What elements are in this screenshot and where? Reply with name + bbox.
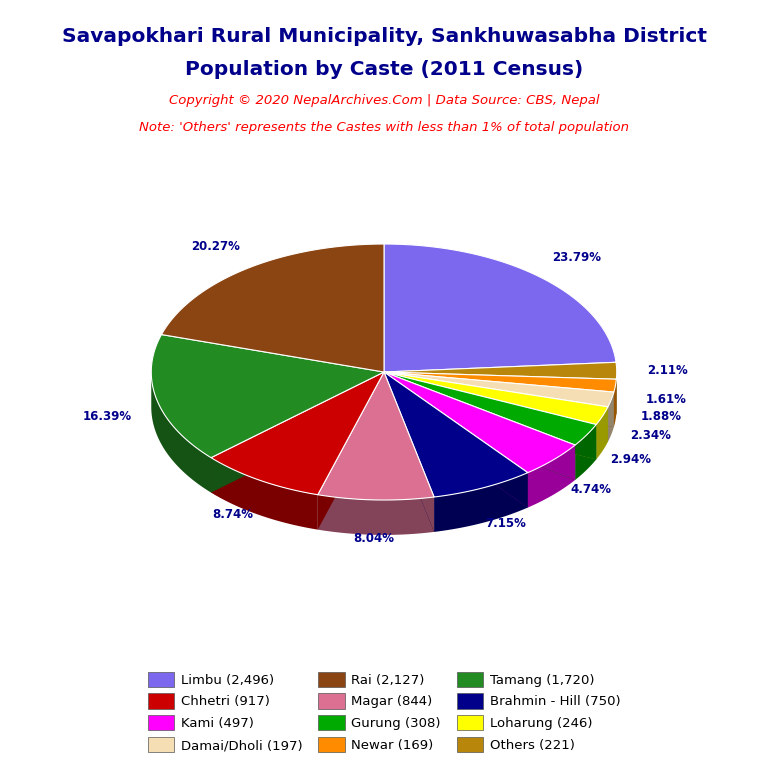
Polygon shape [151, 372, 211, 492]
Text: 2.34%: 2.34% [631, 429, 671, 442]
Polygon shape [384, 244, 616, 372]
Text: 20.27%: 20.27% [190, 240, 240, 253]
Polygon shape [384, 372, 575, 472]
Polygon shape [384, 372, 575, 480]
Polygon shape [384, 372, 575, 480]
Polygon shape [384, 372, 614, 427]
Polygon shape [528, 445, 575, 508]
Polygon shape [384, 372, 596, 459]
Polygon shape [575, 425, 596, 480]
Polygon shape [384, 372, 528, 508]
Polygon shape [211, 458, 318, 530]
Polygon shape [151, 335, 384, 458]
Text: 8.04%: 8.04% [353, 532, 394, 545]
Text: 8.74%: 8.74% [212, 508, 253, 521]
Polygon shape [384, 372, 434, 532]
Polygon shape [161, 244, 384, 372]
Polygon shape [384, 372, 596, 445]
Polygon shape [318, 372, 384, 530]
Legend: Limbu (2,496), Chhetri (917), Kami (497), Damai/Dholi (197), Rai (2,127), Magar : Limbu (2,496), Chhetri (917), Kami (497)… [143, 667, 625, 757]
Polygon shape [596, 407, 608, 459]
Polygon shape [211, 372, 384, 492]
Text: 1.61%: 1.61% [646, 392, 687, 406]
Polygon shape [318, 372, 434, 500]
Polygon shape [384, 372, 528, 497]
Text: 23.79%: 23.79% [552, 251, 601, 264]
Polygon shape [608, 392, 614, 442]
Text: 1.88%: 1.88% [641, 409, 682, 422]
Text: 2.11%: 2.11% [647, 364, 688, 377]
Polygon shape [384, 372, 614, 427]
Text: 4.74%: 4.74% [570, 483, 611, 496]
Polygon shape [614, 379, 617, 427]
Polygon shape [318, 372, 384, 530]
Text: 7.15%: 7.15% [485, 517, 526, 530]
Polygon shape [384, 372, 434, 532]
Polygon shape [384, 372, 608, 425]
Polygon shape [384, 372, 608, 442]
Polygon shape [211, 372, 384, 495]
Text: 2.94%: 2.94% [611, 453, 651, 466]
Polygon shape [384, 372, 608, 442]
Polygon shape [384, 372, 617, 414]
Polygon shape [384, 372, 617, 392]
Polygon shape [384, 372, 614, 407]
Polygon shape [211, 372, 384, 492]
Polygon shape [384, 362, 617, 379]
Polygon shape [434, 472, 528, 532]
Polygon shape [384, 372, 596, 459]
Text: Savapokhari Rural Municipality, Sankhuwasabha District: Savapokhari Rural Municipality, Sankhuwa… [61, 27, 707, 46]
Text: Copyright © 2020 NepalArchives.Com | Data Source: CBS, Nepal: Copyright © 2020 NepalArchives.Com | Dat… [169, 94, 599, 107]
Text: 16.39%: 16.39% [82, 410, 131, 422]
Polygon shape [318, 495, 434, 535]
Polygon shape [384, 372, 617, 414]
Text: Population by Caste (2011 Census): Population by Caste (2011 Census) [185, 60, 583, 79]
Polygon shape [384, 372, 528, 508]
Text: Note: 'Others' represents the Castes with less than 1% of total population: Note: 'Others' represents the Castes wit… [139, 121, 629, 134]
